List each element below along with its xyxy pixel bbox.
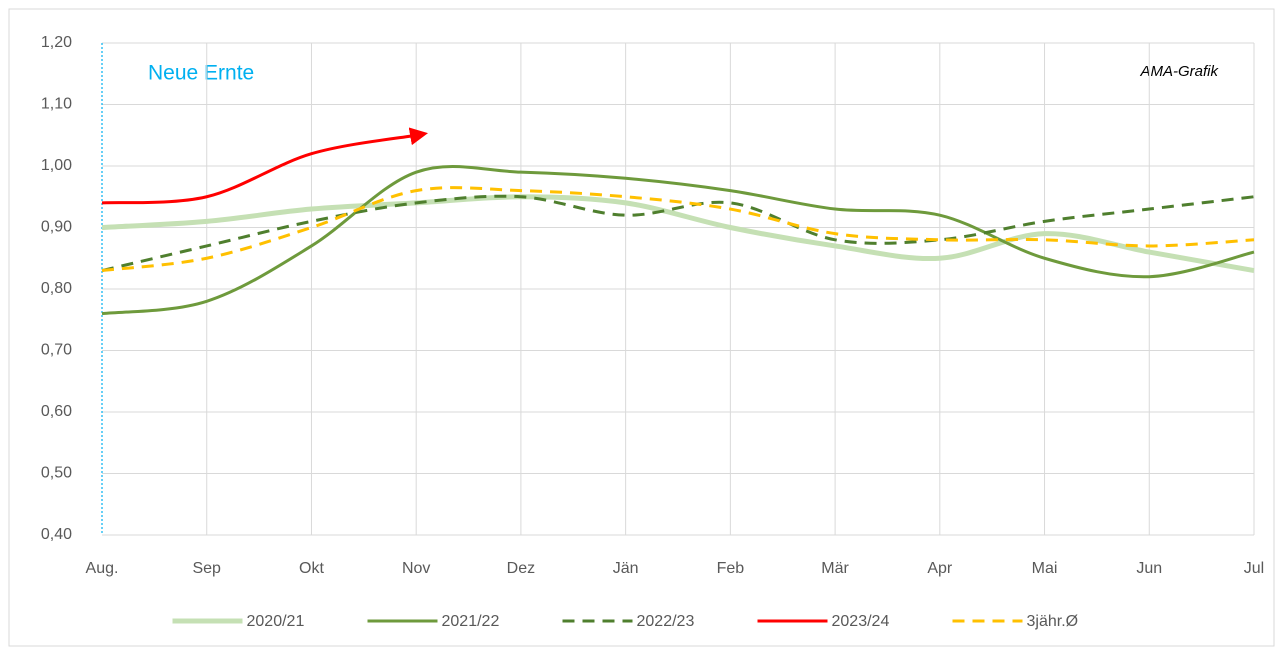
legend-label: 2020/21 [247, 613, 305, 630]
x-tick-label: Feb [717, 560, 745, 577]
x-tick-label: Okt [299, 560, 324, 577]
series-line [101, 194, 1255, 274]
y-tick-label: 0,90 [41, 219, 72, 236]
series-line [101, 186, 1255, 273]
series-line [101, 194, 1255, 273]
x-tick-label: Dez [507, 560, 535, 577]
legend-label: 3jähr.Ø [1027, 613, 1079, 630]
x-tick-label: Sep [192, 560, 221, 577]
x-tick-label: Mär [821, 560, 849, 577]
y-tick-label: 0,60 [41, 403, 72, 420]
annotation: Neue Ernte [148, 62, 254, 85]
y-tick-label: 0,40 [41, 526, 72, 543]
series-line [101, 127, 429, 205]
x-tick-label: Jän [613, 560, 639, 577]
legend-label: 2023/24 [832, 613, 890, 630]
y-tick-label: 1,00 [41, 157, 72, 174]
x-tick-label: Jul [1244, 560, 1264, 577]
source-note: AMA-Grafik [1139, 63, 1219, 80]
x-tick-label: Aug. [86, 560, 119, 577]
series-line [101, 164, 1255, 316]
chart-frame [8, 8, 1275, 647]
x-tick-label: Nov [402, 560, 430, 577]
y-tick-label: 1,20 [41, 34, 72, 51]
y-tick-label: 0,70 [41, 342, 72, 359]
legend-label: 2021/22 [442, 613, 500, 630]
legend-label: 2022/23 [637, 613, 695, 630]
x-tick-label: Mai [1032, 560, 1058, 577]
y-tick-label: 0,80 [41, 280, 72, 297]
x-tick-label: Apr [927, 560, 953, 577]
x-tick-label: Jun [1136, 560, 1162, 577]
y-tick-label: 1,10 [41, 96, 72, 113]
y-tick-label: 0,50 [41, 465, 72, 482]
